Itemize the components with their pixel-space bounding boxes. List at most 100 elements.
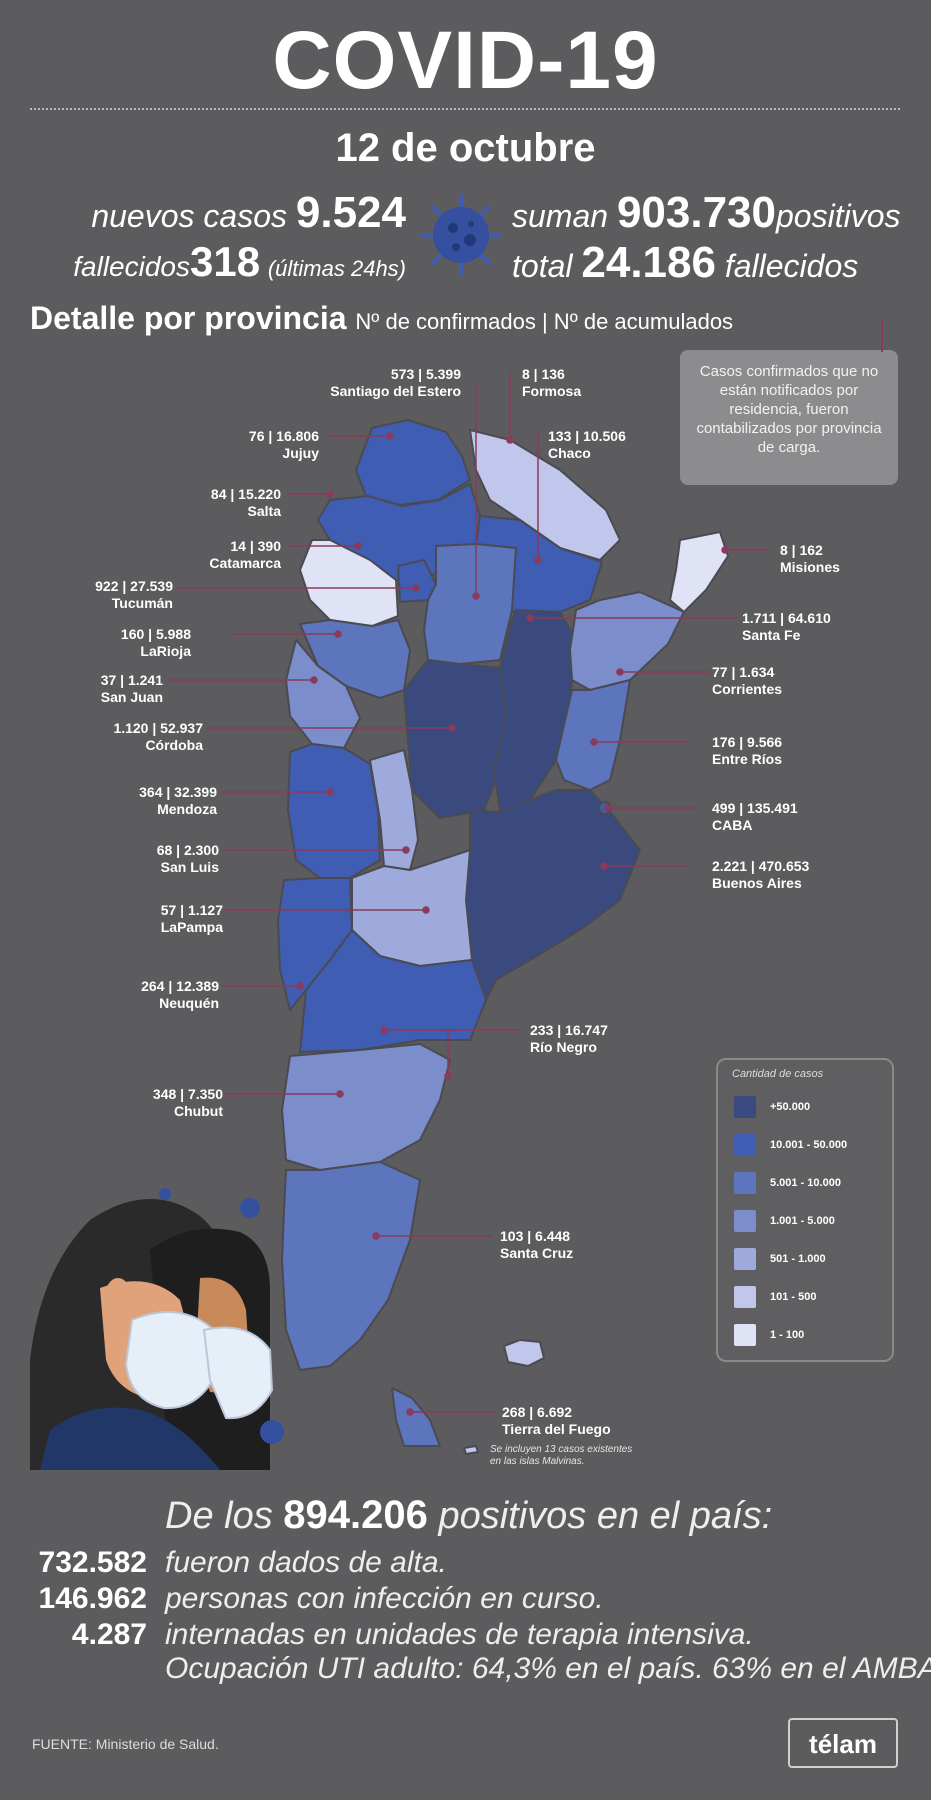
note-connector — [881, 318, 883, 352]
province-cordoba — [403, 659, 507, 819]
province-value: 76 | 16.806 — [248, 428, 319, 444]
province-name: Chaco — [548, 445, 591, 461]
deaths-stat: fallecidos318 (últimas 24hs) — [73, 238, 406, 286]
legend-swatch — [734, 1324, 756, 1346]
province-name: CABA — [712, 817, 753, 833]
province-value: 103 | 6.448 — [500, 1228, 571, 1244]
total-positive-stat: suman 903.730positivos — [512, 188, 901, 238]
province-name: Buenos Aires — [712, 875, 802, 891]
province-name: Río Negro — [530, 1039, 597, 1055]
province-value: 68 | 2.300 — [156, 842, 219, 858]
province-name: San Juan — [100, 689, 163, 705]
province-entrerios — [555, 679, 631, 791]
province-value: 573 | 5.399 — [390, 366, 461, 382]
label-larioja: 160 | 5.988 LaRioja — [121, 626, 191, 660]
label-tierradelfuego: 268 | 6.692 Tierra del Fuego — [502, 1404, 611, 1438]
legend-item: 5.001 - 10.000 — [734, 1172, 841, 1194]
legend-label: +50.000 — [770, 1101, 811, 1113]
province-value: 364 | 32.399 — [139, 784, 217, 800]
province-name: Chubut — [174, 1103, 223, 1119]
label-mendoza: 364 | 32.399 Mendoza — [139, 784, 217, 818]
deaths-label: fallecidos — [73, 251, 190, 282]
province-value: 84 | 15.220 — [210, 486, 281, 502]
masked-people-illustration — [30, 1188, 284, 1470]
label-santiago: 573 | 5.399 Santiago del Estero — [330, 366, 461, 400]
page-title: COVID-19 — [272, 15, 659, 106]
province-value: 2.221 | 470.653 — [712, 858, 810, 874]
province-misiones — [669, 531, 729, 613]
province-value: 77 | 1.634 — [712, 664, 775, 680]
source-credit: FUENTE: Ministerio de Salud. — [32, 1736, 219, 1752]
legend-label: 501 - 1.000 — [770, 1253, 826, 1265]
province-name: Neuquén — [159, 995, 219, 1011]
legend-swatch — [734, 1134, 756, 1156]
summary-row-text: personas con infección en curso. — [165, 1582, 604, 1615]
province-name: Santa Cruz — [500, 1245, 574, 1261]
legend-swatch — [734, 1248, 756, 1270]
legend-swatch — [734, 1172, 756, 1194]
residence-note: Casos confirmados que no están notificad… — [680, 350, 898, 485]
summary-lead-prefix: De los — [165, 1495, 273, 1537]
province-name: Santiago del Estero — [330, 383, 461, 399]
total-deaths-suffix: fallecidos — [724, 248, 859, 284]
detail-title: Detalle por provincia — [30, 300, 347, 336]
total-positive-suffix: positivos — [776, 198, 901, 234]
summary-row-text: fueron dados de alta. — [165, 1546, 447, 1579]
province-value: 14 | 390 — [230, 538, 281, 554]
label-neuquen: 264 | 12.389 Neuquén — [141, 978, 219, 1012]
total-positive-value: 903.730 — [616, 188, 776, 237]
total-deaths-prefix: total — [512, 248, 573, 284]
label-santacruz: 103 | 6.448 Santa Cruz — [500, 1228, 573, 1262]
legend-swatch — [734, 1286, 756, 1308]
province-buenosaires — [465, 789, 641, 1001]
legend-title: Cantidad de casos — [732, 1068, 824, 1080]
malvinas-note: Se incluyen 13 casos existentes en las i… — [490, 1444, 632, 1468]
map-legend: Cantidad de casos +50.000 10.001 - 50.00… — [716, 1058, 894, 1362]
province-value: 922 | 27.539 — [95, 578, 173, 594]
province-name: Tierra del Fuego — [502, 1421, 611, 1437]
label-rionegro: 233 | 16.747 Río Negro — [530, 1022, 608, 1056]
label-lapampa: 57 | 1.127 LaPampa — [161, 902, 223, 936]
legend-item: +50.000 — [734, 1096, 810, 1118]
islas-malvinas — [503, 1339, 545, 1367]
province-sanluis — [369, 749, 419, 871]
province-value: 1.711 | 64.610 — [742, 610, 831, 626]
province-name: Mendoza — [157, 801, 217, 817]
label-sanjuan: 37 | 1.241 San Juan — [101, 672, 163, 706]
summary-lead-number: 894.206 — [283, 1493, 428, 1537]
province-name: Formosa — [522, 383, 582, 399]
legend-swatch — [734, 1210, 756, 1232]
label-santafe: 1.711 | 64.610 Santa Fe — [742, 610, 831, 644]
label-sanluis: 68 | 2.300 San Luis — [157, 842, 219, 876]
label-corrientes: 77 | 1.634 Corrientes — [712, 664, 782, 698]
province-name: Santa Fe — [742, 627, 801, 643]
legend-item: 1.001 - 5.000 — [734, 1210, 835, 1232]
province-value: 176 | 9.566 — [712, 734, 783, 750]
label-chaco: 133 | 10.506 Chaco — [548, 428, 626, 462]
summary-row-text: internadas en unidades de terapia intens… — [165, 1618, 754, 1651]
label-tucuman: 922 | 27.539 Tucumán — [95, 578, 173, 612]
province-name: Salta — [247, 503, 281, 519]
detail-subtitle: Nº de confirmados | Nº de acumulados — [355, 309, 734, 334]
virus-icon — [420, 194, 502, 276]
summary-row-number: 4.287 — [71, 1618, 147, 1651]
legend-label: 10.001 - 50.000 — [770, 1139, 848, 1151]
label-buenosaires: 2.221 | 470.653 Buenos Aires — [712, 858, 809, 892]
province-catamarca — [299, 539, 399, 627]
label-catamarca: 14 | 390 Catamarca — [209, 538, 281, 572]
province-value: 233 | 16.747 — [530, 1022, 608, 1038]
detail-heading: Detalle por provincia Nº de confirmados … — [30, 300, 733, 337]
summary-row: 4.287 internadas en unidades de terapia … — [0, 1618, 931, 1658]
province-name: Misiones — [780, 559, 840, 575]
new-cases-label: nuevos casos — [91, 198, 287, 234]
total-deaths-stat: total 24.186 fallecidos — [512, 238, 858, 288]
province-value: 57 | 1.127 — [160, 902, 223, 918]
uti-occupancy: Ocupación UTI adulto: 64,3% en el país. … — [165, 1652, 931, 1685]
total-positive-prefix: suman — [512, 198, 609, 234]
label-entrerios: 176 | 9.566 Entre Ríos — [712, 734, 782, 768]
province-value: 8 | 162 — [780, 542, 823, 558]
province-tierradelfuego — [391, 1387, 441, 1447]
total-deaths-value: 24.186 — [581, 238, 716, 287]
new-cases-stat: nuevos casos 9.524 — [91, 188, 406, 238]
